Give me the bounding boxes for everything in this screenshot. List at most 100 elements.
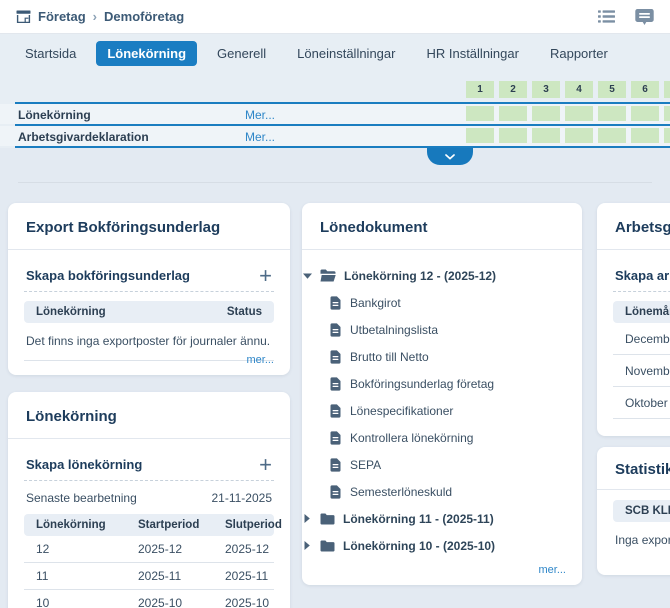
document-label: SEPA: [350, 457, 382, 472]
overview-row-arbetsgivardeklaration: Arbetsgivardeklaration Mer...: [0, 126, 670, 146]
cell: 2025-10: [225, 596, 270, 608]
tab-lonekorning[interactable]: Lönekörning: [96, 40, 198, 66]
caret-right-icon[interactable]: [302, 541, 312, 550]
tree-document[interactable]: Brutto till Netto: [302, 343, 582, 370]
status-cell-green: [598, 128, 626, 143]
column-header: Lönekörning: [36, 306, 106, 318]
caret-right-icon[interactable]: [302, 514, 312, 523]
tab-generell[interactable]: Generell: [217, 45, 267, 61]
divider: [597, 489, 670, 490]
tab-hr-installningar[interactable]: HR Inställningar: [426, 45, 519, 61]
status-cells: [466, 106, 670, 121]
divider: [24, 360, 274, 361]
chat-bubble-icon[interactable]: [635, 8, 654, 25]
breadcrumb-current[interactable]: Demoföretag: [104, 9, 185, 24]
column-header: Startperiod: [138, 519, 200, 531]
tree-document[interactable]: Utbetalningslista: [302, 316, 582, 343]
collapse-panel-button[interactable]: [427, 148, 473, 165]
table-header: Lönekörning Startperiod Slutperiod: [24, 514, 282, 536]
breadcrumb-root[interactable]: Företag: [38, 9, 86, 24]
more-link[interactable]: Mer...: [245, 130, 276, 144]
empty-state-text: Det finns inga exportposter för journale…: [26, 334, 271, 348]
more-link[interactable]: mer...: [246, 354, 274, 366]
status-cell-green: [466, 106, 494, 121]
document-icon: [330, 430, 341, 445]
top-bar: Företag › Demoföretag: [0, 0, 670, 34]
document-label: Lönespecifikationer: [350, 403, 454, 418]
topbar-actions: [598, 8, 654, 25]
more-link[interactable]: Mer...: [245, 108, 276, 122]
status-cell-green: [532, 106, 560, 121]
card-statistik: Statistik export SCB KLP Statistik Inga …: [597, 447, 670, 575]
tree-folder-expanded[interactable]: Lönekörning 12 - (2025-12): [302, 262, 582, 289]
add-lonekorning-button plus-icon[interactable]: +: [259, 451, 272, 477]
cell: November 2025: [625, 363, 670, 378]
tree-document[interactable]: Semesterlöneskuld: [302, 478, 582, 505]
dashed-divider: [613, 291, 670, 292]
document-icon: [330, 457, 341, 472]
column-header: SCB KLP Statistik: [625, 505, 670, 517]
card-lonedokument: Lönedokument Lönekörning 12 - (2025-12) …: [302, 203, 582, 585]
column-header: Status: [226, 306, 262, 318]
tab-startsida[interactable]: Startsida: [25, 45, 77, 61]
divider: [8, 438, 290, 439]
tree-folder-collapsed[interactable]: Lönekörning 10 - (2025-10): [302, 532, 582, 559]
breadcrumb-separator: ›: [92, 9, 98, 24]
document-label: Semesterlöneskuld: [350, 484, 453, 499]
storefront-icon: [16, 10, 31, 23]
folder-label: Lönekörning 10 - (2025-10): [343, 538, 496, 553]
calendar-header-cell: 6: [631, 81, 659, 98]
cell: 12: [36, 542, 50, 556]
cell: 2025-11: [225, 569, 269, 583]
divider: [15, 146, 670, 148]
document-icon: [330, 376, 341, 391]
table-row[interactable]: November 2025: [613, 355, 670, 387]
folder-label: Lönekörning 11 - (2025-11): [343, 511, 494, 526]
table-row[interactable]: 10 2025-10 2025-10: [24, 590, 274, 608]
table-row[interactable]: 12 2025-12 2025-12: [24, 536, 274, 563]
create-section-label: Skapa bokföringsunderlag: [26, 268, 190, 283]
divider: [8, 249, 290, 250]
document-label: Bokföringsunderlag företag: [350, 376, 495, 391]
document-label: Kontrollera lönekörning: [350, 430, 474, 445]
tree-document[interactable]: Lönespecifikationer: [302, 397, 582, 424]
tree-document[interactable]: SEPA: [302, 451, 582, 478]
calendar-header-row: 1 2 3 4 5 6 7: [466, 81, 670, 98]
calendar-header-cell: 4: [565, 81, 593, 98]
table-row[interactable]: December 2025: [613, 323, 670, 355]
status-cell-green: [532, 128, 560, 143]
table-header: Lönemånad: [613, 301, 670, 323]
table-row[interactable]: 11 2025-11 2025-11: [24, 563, 274, 590]
more-link[interactable]: mer...: [538, 564, 566, 576]
status-cell-green: [598, 106, 626, 121]
card-export-bokforingsunderlag: Export Bokföringsunderlag Skapa bokförin…: [8, 203, 290, 375]
tree-document[interactable]: Bankgirot: [302, 289, 582, 316]
create-section-label: Skapa arbetsgivardeklaration: [615, 268, 670, 283]
tree-document[interactable]: Bokföringsunderlag företag: [302, 370, 582, 397]
status-cell-green: [631, 106, 659, 121]
tab-rapporter[interactable]: Rapporter: [549, 45, 608, 61]
list-icon[interactable]: [598, 10, 615, 23]
status-cell-green: [466, 128, 494, 143]
document-label: Utbetalningslista: [350, 322, 439, 337]
status-cell-green: [664, 106, 670, 121]
row-label: Arbetsgivardeklaration: [18, 130, 149, 144]
create-section-label: Skapa lönekörning: [26, 457, 143, 472]
cell: 2025-11: [138, 569, 182, 583]
table-row[interactable]: Oktober 2025: [613, 387, 670, 419]
tab-loneinstallningar[interactable]: Löneinställningar: [297, 45, 396, 61]
cell: 10: [36, 596, 50, 608]
cell: Oktober 2025: [625, 395, 670, 410]
add-bokforingsunderlag-button plus-icon[interactable]: +: [259, 262, 272, 288]
divider: [302, 249, 582, 250]
tree-document[interactable]: Kontrollera lönekörning: [302, 424, 582, 451]
calendar-header-cell: 5: [598, 81, 626, 98]
caret-down-icon[interactable]: [302, 273, 312, 279]
dashed-divider: [24, 291, 274, 292]
folder-label: Lönekörning 12 - (2025-12): [344, 268, 497, 283]
dashed-divider: [24, 480, 274, 481]
tree-folder-collapsed[interactable]: Lönekörning 11 - (2025-11): [302, 505, 582, 532]
calendar-header-cell: 1: [466, 81, 494, 98]
cell: 11: [36, 569, 49, 583]
last-edit-label: Senaste bearbetning: [26, 491, 137, 505]
